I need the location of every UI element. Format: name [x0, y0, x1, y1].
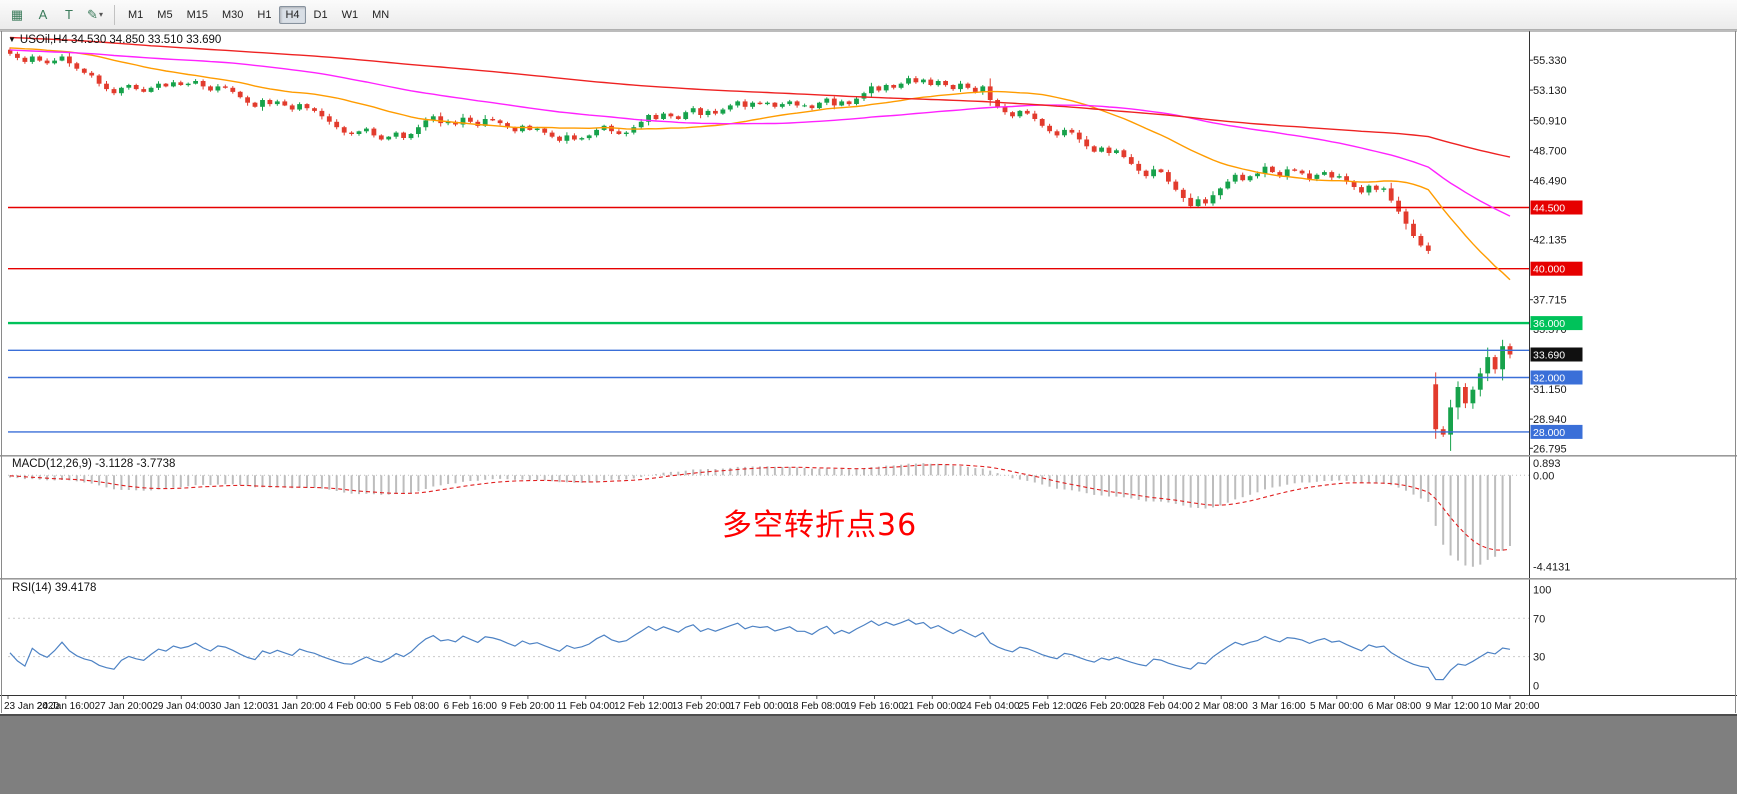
svg-text:48.700: 48.700	[1533, 145, 1567, 157]
svg-text:9 Feb 20:00: 9 Feb 20:00	[501, 701, 555, 712]
svg-text:46.490: 46.490	[1533, 175, 1567, 187]
svg-text:24 Feb 04:00: 24 Feb 04:00	[961, 701, 1020, 712]
candlesticks	[8, 47, 1513, 451]
svg-text:0: 0	[1533, 680, 1539, 692]
timeframe-button-h1[interactable]: H1	[257, 8, 272, 21]
timeframe-buttons-group: M1 M5 M15 M30 H1 H4 D1 W1 MN	[121, 5, 396, 24]
svg-text:5 Feb 08:00: 5 Feb 08:00	[386, 701, 440, 712]
svg-text:30 Jan 12:00: 30 Jan 12:00	[210, 701, 268, 712]
svg-text:26 Feb 20:00: 26 Feb 20:00	[1076, 701, 1135, 712]
rsi-pane: 100 70 30 0	[8, 585, 1551, 692]
text-tool-icon: A	[38, 7, 48, 22]
text-tool-button[interactable]: A	[31, 3, 55, 27]
timeframe-button-h4[interactable]: H4	[279, 5, 306, 24]
svg-text:13 Feb 20:00: 13 Feb 20:00	[672, 701, 731, 712]
svg-text:36.000: 36.000	[1533, 318, 1565, 330]
svg-text:33.690: 33.690	[1533, 350, 1565, 362]
svg-text:25 Feb 12:00: 25 Feb 12:00	[1018, 701, 1077, 712]
svg-text:53.130: 53.130	[1533, 85, 1567, 97]
svg-text:42.135: 42.135	[1533, 235, 1567, 247]
svg-text:40.000: 40.000	[1533, 264, 1565, 276]
text-label-tool-button[interactable]: T	[57, 3, 81, 27]
timeframe-button-m1[interactable]: M1	[128, 8, 144, 21]
timeframe-button-m5[interactable]: M5	[157, 8, 173, 21]
macd-signal-line	[9, 464, 1511, 551]
chart-background	[0, 30, 1737, 714]
timeframe-button-m15[interactable]: M15	[186, 8, 208, 21]
timeframe-button-mn[interactable]: MN	[372, 8, 390, 21]
svg-text:31.150: 31.150	[1533, 384, 1567, 396]
svg-text:6 Feb 16:00: 6 Feb 16:00	[444, 701, 498, 712]
chart-window[interactable]: 55.330 53.130 50.910 48.700 46.490 42.135 37.7…	[0, 30, 1737, 714]
svg-text:17 Feb 00:00: 17 Feb 00:00	[730, 701, 789, 712]
svg-text:29 Jan 04:00: 29 Jan 04:00	[152, 701, 210, 712]
chart-grid-tool-button[interactable]: ▦	[5, 3, 29, 27]
svg-text:5 Mar 00:00: 5 Mar 00:00	[1310, 701, 1364, 712]
price-axis[interactable]: 55.330 53.130 50.910 48.700 46.490 42.135 37.7…	[1529, 31, 1583, 695]
symbol-ohlc-text: USOil,H4 34.530 34.850 33.510 33.690	[19, 34, 222, 46]
svg-text:24 Jan 16:00: 24 Jan 16:00	[37, 701, 95, 712]
svg-text:23 Jan 2020: 23 Jan 2020	[4, 701, 59, 712]
svg-text:18 Feb 08:00: 18 Feb 08:00	[787, 701, 846, 712]
svg-text:26.795: 26.795	[1533, 443, 1567, 455]
svg-text:55.330: 55.330	[1533, 55, 1567, 67]
symbol-ohlc-label: ▼ USOil,H4 34.530 34.850 33.510 33.690	[8, 34, 221, 46]
ma-140-line	[9, 36, 1511, 158]
support-resistance-lines[interactable]	[8, 206, 1529, 433]
draw-tool-icon: ✎	[87, 6, 98, 22]
svg-text:28.940: 28.940	[1533, 414, 1567, 426]
chevron-down-icon: ▾	[98, 10, 103, 19]
svg-text:37.715: 37.715	[1533, 295, 1567, 307]
svg-text:9 Mar 12:00: 9 Mar 12:00	[1426, 701, 1480, 712]
drawing-tools-group: ▦ A T ✎ ▾	[4, 3, 108, 27]
svg-text:44.500: 44.500	[1533, 203, 1565, 215]
svg-text:12 Feb 12:00: 12 Feb 12:00	[614, 701, 673, 712]
toolbar: ▦ A T ✎ ▾ M1 M5 M15 M30 H1 H4 D1 W1 MN	[0, 0, 1737, 30]
svg-text:28 Feb 04:00: 28 Feb 04:00	[1134, 701, 1193, 712]
chart-canvas[interactable]: 55.330 53.130 50.910 48.700 46.490 42.135 37.7…	[0, 30, 1737, 714]
svg-text:28.000: 28.000	[1533, 427, 1565, 439]
timeframe-button-d1[interactable]: D1	[313, 8, 328, 21]
svg-text:21 Feb 00:00: 21 Feb 00:00	[903, 701, 962, 712]
moving-average-lines	[9, 36, 1511, 281]
text-label-tool-icon: T	[65, 7, 73, 22]
macd-indicator-label: MACD(12,26,9) -3.1128 -3.7738	[12, 458, 176, 470]
svg-text:10 Mar 20:00: 10 Mar 20:00	[1481, 701, 1540, 712]
timeframe-button-m30[interactable]: M30	[221, 8, 244, 21]
svg-text:100: 100	[1533, 585, 1551, 597]
svg-text:0.893: 0.893	[1533, 458, 1561, 470]
rsi-line	[9, 619, 1511, 681]
macd-histogram	[9, 463, 1511, 567]
current-price-tag	[1530, 347, 1583, 362]
svg-text:6 Mar 08:00: 6 Mar 08:00	[1368, 701, 1422, 712]
svg-text:70: 70	[1533, 613, 1545, 625]
rsi-indicator-label: RSI(14) 39.4178	[12, 582, 97, 594]
annotation-text: 多空转折点36	[722, 508, 918, 543]
ma-26-line	[9, 47, 1511, 281]
pane-separators[interactable]	[0, 30, 1737, 713]
svg-text:2 Mar 08:00: 2 Mar 08:00	[1195, 701, 1249, 712]
svg-text:0.00: 0.00	[1533, 470, 1554, 482]
ma-62-line	[9, 49, 1511, 217]
svg-text:19 Feb 16:00: 19 Feb 16:00	[845, 701, 904, 712]
svg-text:27 Jan 20:00: 27 Jan 20:00	[95, 701, 153, 712]
svg-text:32.000: 32.000	[1533, 373, 1565, 385]
svg-text:4 Feb 00:00: 4 Feb 00:00	[328, 701, 382, 712]
svg-text:50.910: 50.910	[1533, 115, 1567, 127]
svg-text:3 Mar 16:00: 3 Mar 16:00	[1252, 701, 1306, 712]
timeframe-button-w1[interactable]: W1	[341, 8, 359, 21]
toolbar-separator	[114, 4, 115, 25]
svg-text:30: 30	[1533, 652, 1545, 664]
window-footer	[0, 714, 1737, 794]
svg-text:31 Jan 20:00: 31 Jan 20:00	[268, 701, 326, 712]
chart-svg[interactable]: 55.330 53.130 50.910 48.700 46.490 42.135 37.7…	[0, 30, 1737, 714]
symbol-dropdown-icon[interactable]: ▼	[8, 35, 16, 44]
svg-text:11 Feb 04:00: 11 Feb 04:00	[557, 701, 616, 712]
chart-grid-tool-icon: ▦	[10, 6, 24, 22]
svg-text:-4.4131: -4.4131	[1533, 562, 1570, 574]
draw-tool-button[interactable]: ✎ ▾	[83, 3, 107, 27]
